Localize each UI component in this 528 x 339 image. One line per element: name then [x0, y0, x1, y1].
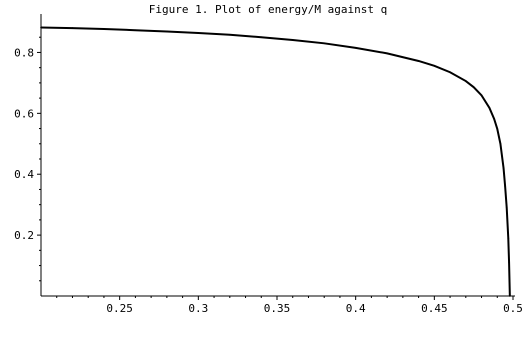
- y-tick-label: 0.8: [14, 46, 34, 59]
- data-point: [71, 27, 74, 29]
- data-point: [493, 118, 495, 120]
- data-point: [505, 206, 508, 209]
- x-tick-label: 0.3: [188, 302, 208, 315]
- data-point: [502, 167, 505, 169]
- data-point: [166, 30, 168, 33]
- data-point: [504, 185, 506, 188]
- data-point: [103, 28, 105, 30]
- y-tick-label: 0.6: [14, 107, 34, 120]
- x-ticks: 0.25 0.3 0.35 0.4 0.45 0.5: [106, 296, 523, 315]
- x-tick-label: 0.25: [106, 302, 133, 315]
- data-point: [40, 26, 42, 29]
- series-group: [40, 26, 511, 297]
- data-point: [472, 86, 475, 88]
- minor-ticks: [39, 36, 498, 298]
- data-point: [465, 80, 467, 82]
- data-point: [323, 42, 326, 45]
- x-tick-label: 0.5: [503, 302, 523, 315]
- data-point: [480, 94, 483, 97]
- data-point: [499, 142, 502, 145]
- x-tick-label: 0.35: [264, 302, 291, 315]
- axes: [40, 14, 515, 297]
- energy-curve: [40, 26, 511, 297]
- data-point: [488, 107, 491, 109]
- data-point: [229, 33, 231, 36]
- data-point: [417, 60, 420, 62]
- data-point: [509, 295, 511, 297]
- x-tick-label: 0.45: [421, 302, 448, 315]
- y-tick-label: 0.2: [14, 229, 34, 242]
- x-tick-label: 0.4: [346, 302, 366, 315]
- data-point: [508, 261, 510, 264]
- data-point: [507, 237, 510, 239]
- data-point: [496, 128, 499, 130]
- data-point: [354, 47, 357, 49]
- data-point: [134, 29, 137, 32]
- data-point: [197, 32, 200, 34]
- chart-title: Figure 1. Plot of energy/M against q: [149, 3, 387, 16]
- data-point: [291, 39, 294, 41]
- data-point: [449, 71, 451, 74]
- y-tick-label: 0.4: [14, 168, 34, 181]
- y-ticks: 0.2 0.4 0.6 0.8: [14, 46, 41, 242]
- data-point: [433, 65, 436, 67]
- data-point: [386, 52, 388, 55]
- data-point: [260, 36, 263, 39]
